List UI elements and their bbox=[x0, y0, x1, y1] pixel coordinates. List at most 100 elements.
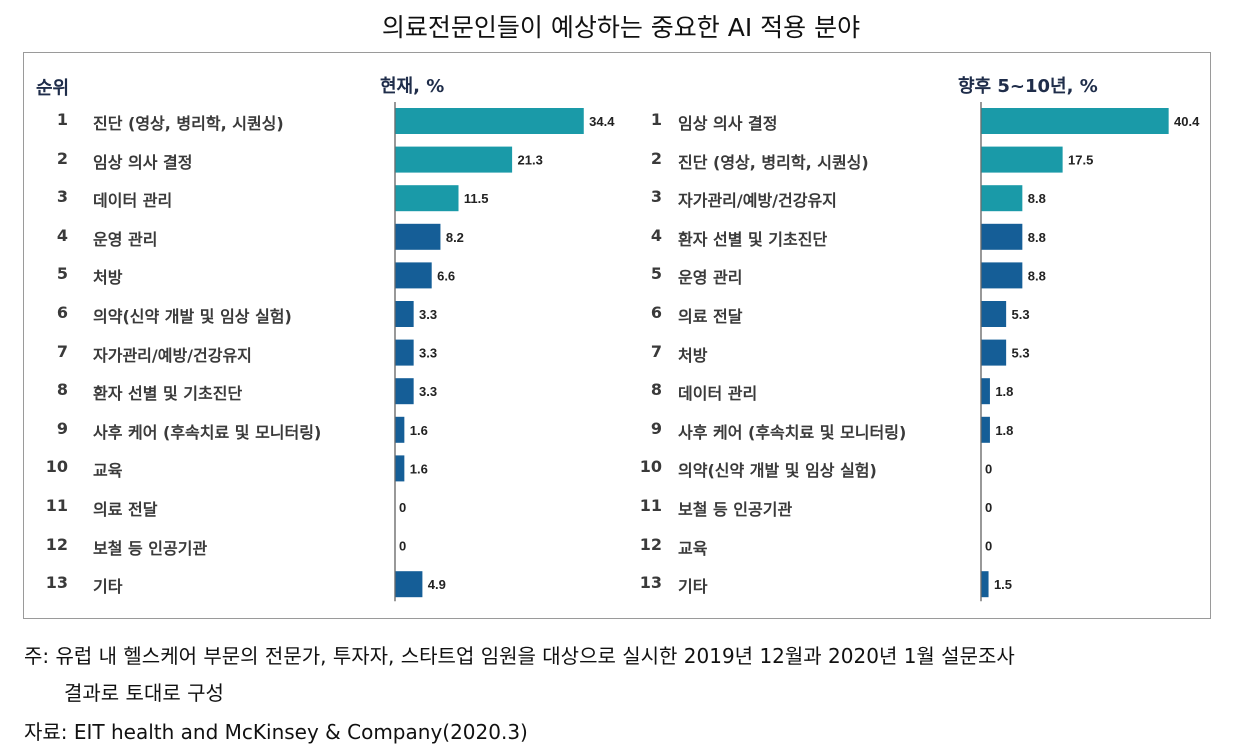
category-label: 의약(신약 개발 및 임상 실험) bbox=[678, 461, 877, 481]
note-line-1: 주: 유럽 내 헬스케어 부문의 전문가, 투자자, 스타트업 임원을 대상으로… bbox=[24, 644, 1015, 668]
value-label: 8.2 bbox=[446, 230, 464, 245]
future-panel-title: 향후 5~10년, % bbox=[958, 76, 1098, 97]
rank-number: 6 bbox=[650, 303, 662, 322]
category-label: 운영 관리 bbox=[678, 268, 743, 288]
category-label: 기타 bbox=[93, 577, 123, 597]
rank-number: 7 bbox=[56, 341, 68, 361]
value-label: 40.4 bbox=[1174, 114, 1200, 129]
rank-number: 1 bbox=[650, 110, 662, 129]
value-label: 0 bbox=[399, 500, 406, 515]
category-label: 자가관리/예방/건강유지 bbox=[93, 345, 252, 365]
rank-number: 9 bbox=[56, 418, 68, 438]
bar bbox=[981, 185, 1023, 212]
category-label: 자가관리/예방/건강유지 bbox=[678, 191, 837, 211]
bar bbox=[981, 262, 1023, 289]
rank-number: 9 bbox=[650, 418, 662, 438]
rank-number: 4 bbox=[56, 225, 68, 245]
category-label: 처방 bbox=[93, 268, 123, 288]
rank-number: 2 bbox=[56, 148, 68, 168]
bar bbox=[395, 108, 584, 134]
bar bbox=[395, 571, 423, 598]
value-label: 3.3 bbox=[419, 307, 437, 322]
rank-number: 13 bbox=[639, 573, 662, 593]
value-label: 3.3 bbox=[419, 346, 437, 361]
value-label: 3.3 bbox=[419, 384, 437, 399]
source-note: 자료: EIT health and McKinsey & Company(20… bbox=[24, 720, 528, 744]
bar bbox=[395, 262, 432, 289]
rank-number: 3 bbox=[650, 187, 662, 207]
bar bbox=[981, 339, 1007, 366]
rank-header: 순위 bbox=[36, 78, 70, 99]
category-label: 의약(신약 개발 및 임상 실험) bbox=[93, 307, 292, 326]
value-label: 8.8 bbox=[1028, 230, 1046, 245]
value-label: 6.6 bbox=[437, 268, 455, 283]
value-label: 17.5 bbox=[1068, 153, 1093, 168]
category-label: 진단 (영상, 병리학, 시퀀싱) bbox=[93, 114, 284, 133]
value-label: 5.3 bbox=[1012, 307, 1030, 322]
note-line-2: 결과로 토대로 구성 bbox=[64, 681, 224, 705]
bar bbox=[395, 146, 513, 173]
rank-number: 10 bbox=[639, 457, 662, 477]
category-label: 진단 (영상, 병리학, 시퀀싱) bbox=[678, 152, 869, 172]
rank-number: 8 bbox=[650, 380, 662, 400]
category-label: 교육 bbox=[678, 538, 708, 558]
bar bbox=[981, 223, 1023, 250]
bar bbox=[395, 301, 414, 327]
value-label: 1.6 bbox=[410, 461, 428, 476]
rank-number: 8 bbox=[56, 380, 68, 400]
value-label: 1.8 bbox=[995, 423, 1013, 438]
bar bbox=[981, 301, 1007, 327]
chart-frame bbox=[23, 52, 1211, 619]
chart-title: 의료전문인들이 예상하는 중요한 AI 적용 분야 bbox=[381, 13, 861, 42]
rank-number: 5 bbox=[650, 264, 662, 284]
bar bbox=[395, 378, 414, 405]
rank-number: 13 bbox=[45, 573, 68, 593]
category-label: 교육 bbox=[93, 461, 123, 481]
category-label: 처방 bbox=[678, 345, 708, 365]
value-label: 8.8 bbox=[1028, 268, 1046, 283]
value-label: 1.6 bbox=[410, 423, 428, 438]
value-label: 34.4 bbox=[589, 114, 615, 129]
value-label: 1.8 bbox=[995, 384, 1013, 399]
bar bbox=[981, 108, 1169, 134]
bar bbox=[395, 223, 441, 250]
rank-number: 11 bbox=[639, 496, 662, 515]
category-label: 사후 케어 (후속치료 및 모니터링) bbox=[93, 422, 322, 442]
category-label: 사후 케어 (후속치료 및 모니터링) bbox=[678, 422, 907, 442]
value-label: 0 bbox=[985, 461, 992, 476]
bar bbox=[395, 416, 405, 443]
bar bbox=[981, 378, 990, 405]
bar bbox=[395, 339, 414, 366]
category-label: 임상 의사 결정 bbox=[678, 114, 778, 133]
rank-number: 12 bbox=[639, 534, 662, 554]
category-label: 데이터 관리 bbox=[93, 191, 173, 211]
rank-number: 5 bbox=[56, 264, 68, 284]
rank-number: 1 bbox=[56, 110, 68, 129]
category-label: 운영 관리 bbox=[93, 229, 158, 249]
value-label: 5.3 bbox=[1012, 346, 1030, 361]
category-label: 데이터 관리 bbox=[678, 384, 758, 404]
bar bbox=[981, 571, 989, 598]
bar bbox=[981, 416, 990, 443]
rank-number: 10 bbox=[45, 457, 68, 477]
value-label: 11.5 bbox=[464, 191, 489, 206]
rank-number: 3 bbox=[56, 187, 68, 207]
rank-number: 6 bbox=[56, 303, 68, 322]
value-label: 21.3 bbox=[518, 153, 543, 168]
value-label: 0 bbox=[985, 500, 992, 515]
bar bbox=[395, 455, 405, 482]
value-label: 4.9 bbox=[428, 577, 446, 592]
value-label: 1.5 bbox=[994, 577, 1012, 592]
category-label: 의료 전달 bbox=[93, 500, 158, 519]
category-label: 환자 선별 및 기초진단 bbox=[93, 384, 243, 404]
category-label: 환자 선별 및 기초진단 bbox=[678, 229, 828, 249]
value-label: 0 bbox=[399, 539, 406, 554]
value-label: 8.8 bbox=[1028, 191, 1046, 206]
rank-number: 2 bbox=[650, 148, 662, 168]
bar bbox=[981, 146, 1063, 173]
rank-number: 4 bbox=[650, 225, 662, 245]
category-label: 기타 bbox=[678, 577, 708, 597]
category-label: 보철 등 인공기관 bbox=[678, 500, 793, 519]
category-label: 보철 등 인공기관 bbox=[93, 538, 208, 558]
